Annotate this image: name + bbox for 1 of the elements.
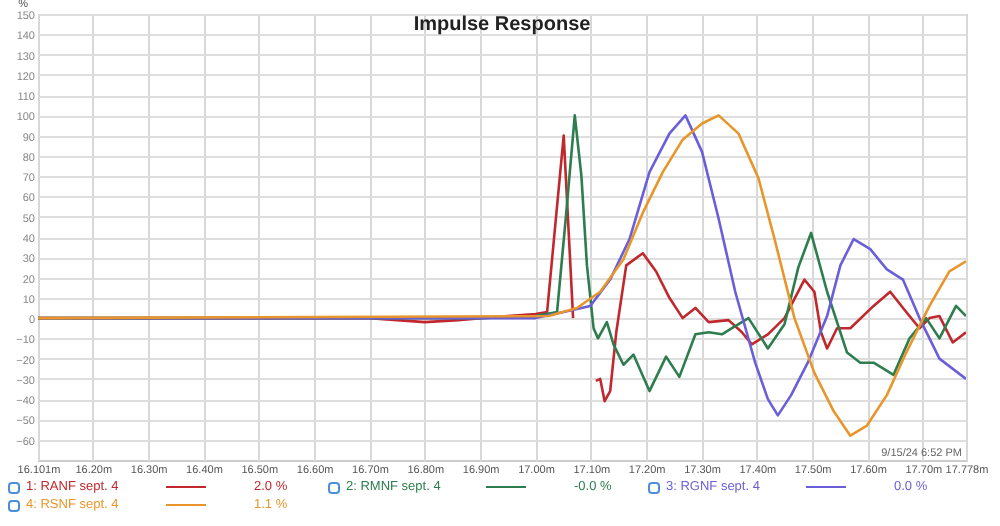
chart-title: Impulse Response	[413, 14, 592, 36]
